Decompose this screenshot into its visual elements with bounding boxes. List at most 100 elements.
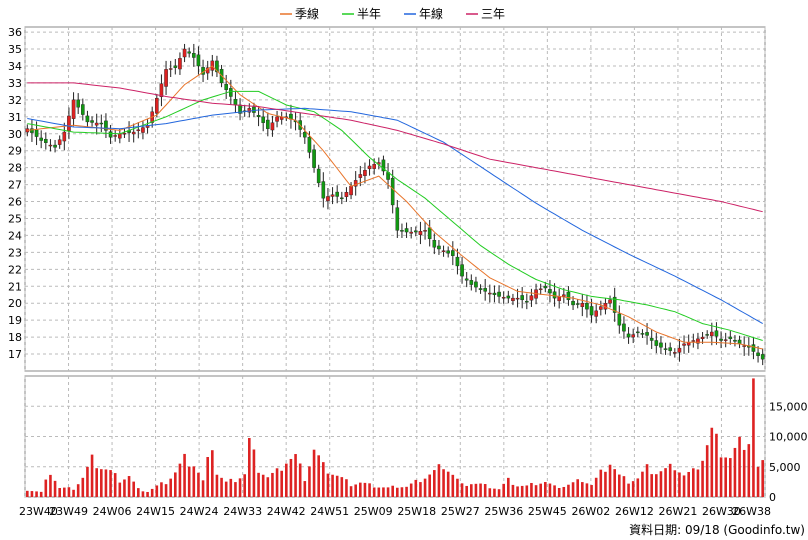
candle-body [451, 250, 455, 256]
volume-panel: 0 5,000 10,000 15,000 [24, 375, 808, 504]
candle-body [81, 104, 85, 115]
volume-bar [44, 479, 48, 497]
volume-bar [141, 491, 145, 497]
volume-bar [516, 486, 519, 497]
candle-body [677, 347, 682, 353]
volume-bar [405, 486, 408, 497]
volume-bar [733, 447, 737, 497]
price-tick-label: 30 [8, 128, 22, 141]
candle-body [483, 288, 487, 292]
price-tick-label: 24 [8, 229, 22, 242]
candle-body [233, 98, 238, 106]
candle-body [321, 181, 326, 199]
volume-bar [312, 449, 316, 497]
volume-bar [423, 478, 427, 497]
volume-bar [530, 482, 533, 497]
candle-body [589, 306, 594, 316]
price-tick-label: 31 [8, 111, 22, 124]
price-tick-label: 29 [8, 145, 22, 158]
volume-bar [206, 457, 209, 497]
price-tick-label: 26 [8, 196, 22, 209]
volume-bar [428, 474, 431, 497]
candle-body [599, 306, 603, 310]
candle-body [404, 228, 409, 233]
volume-bar [252, 449, 256, 497]
candle-body [571, 300, 575, 306]
candle-body [330, 194, 335, 197]
volume-bar [95, 468, 98, 497]
volume-bar [275, 468, 279, 497]
x-tick-label: 26W02 [571, 505, 610, 518]
candle-body [497, 291, 501, 297]
candle-body [525, 300, 529, 303]
candle-body [710, 331, 714, 337]
volume-bar [525, 485, 529, 497]
candle-body [612, 296, 617, 313]
volume-tick-label: 5,000 [769, 461, 801, 474]
candle-body [737, 339, 742, 345]
volume-bar [81, 477, 85, 497]
volume-bar [261, 474, 265, 497]
candle-body [751, 344, 756, 352]
volume-bar [682, 475, 686, 497]
candle-body [543, 285, 548, 289]
volume-bar [146, 491, 149, 497]
candle-body [173, 65, 178, 68]
candle-body [44, 138, 48, 143]
x-tick-label: 26W12 [615, 505, 654, 518]
volume-bar [442, 469, 445, 497]
volume-bar [631, 481, 635, 497]
candle-body [455, 256, 460, 267]
volume-bar [127, 476, 131, 497]
candle-body [714, 330, 719, 337]
candle-body [418, 230, 423, 235]
candle-body [192, 53, 196, 58]
candle-body [723, 339, 728, 341]
volume-bar [303, 481, 307, 497]
candle-body [372, 164, 376, 169]
volume-bar [664, 468, 667, 497]
volume-bar [67, 487, 71, 497]
volume-bar [705, 445, 709, 497]
volume-bar [354, 484, 357, 497]
candle-body [705, 334, 709, 336]
candle-body [566, 291, 571, 301]
x-tick-label: 25W36 [484, 505, 523, 518]
candle-body [400, 230, 404, 232]
volume-tick-label: 10,000 [769, 431, 808, 444]
candle-body [492, 292, 497, 295]
price-tick-label: 18 [8, 331, 22, 344]
candle-body [390, 177, 395, 206]
volume-bar [132, 481, 135, 497]
candle-body [90, 120, 94, 123]
volume-bar [317, 455, 320, 497]
candle-body [673, 352, 677, 354]
price-tick-label: 22 [8, 263, 22, 276]
volume-bar [322, 462, 325, 497]
candle-body [575, 303, 580, 305]
volume-bar [326, 473, 330, 497]
candle-body [247, 108, 252, 113]
candle-body [224, 84, 228, 90]
candle-body [30, 128, 34, 133]
volume-bar [409, 483, 413, 497]
candle-body [275, 116, 279, 122]
volume-bar [86, 466, 89, 497]
volume-bar [710, 427, 714, 497]
volume-bar [701, 460, 704, 497]
candle-body [164, 69, 168, 87]
volume-bar [211, 450, 214, 497]
candle-body [427, 227, 432, 240]
price-tick-label: 28 [8, 162, 22, 175]
volume-bar [359, 482, 362, 497]
volume-bar [363, 482, 367, 497]
volume-bar [178, 463, 182, 497]
candle-body [39, 137, 43, 141]
volume-bar [137, 488, 140, 497]
volume-bar [248, 438, 251, 497]
volume-bar [729, 458, 732, 497]
candle-body [71, 99, 76, 119]
price-tick-label: 23 [8, 246, 22, 259]
